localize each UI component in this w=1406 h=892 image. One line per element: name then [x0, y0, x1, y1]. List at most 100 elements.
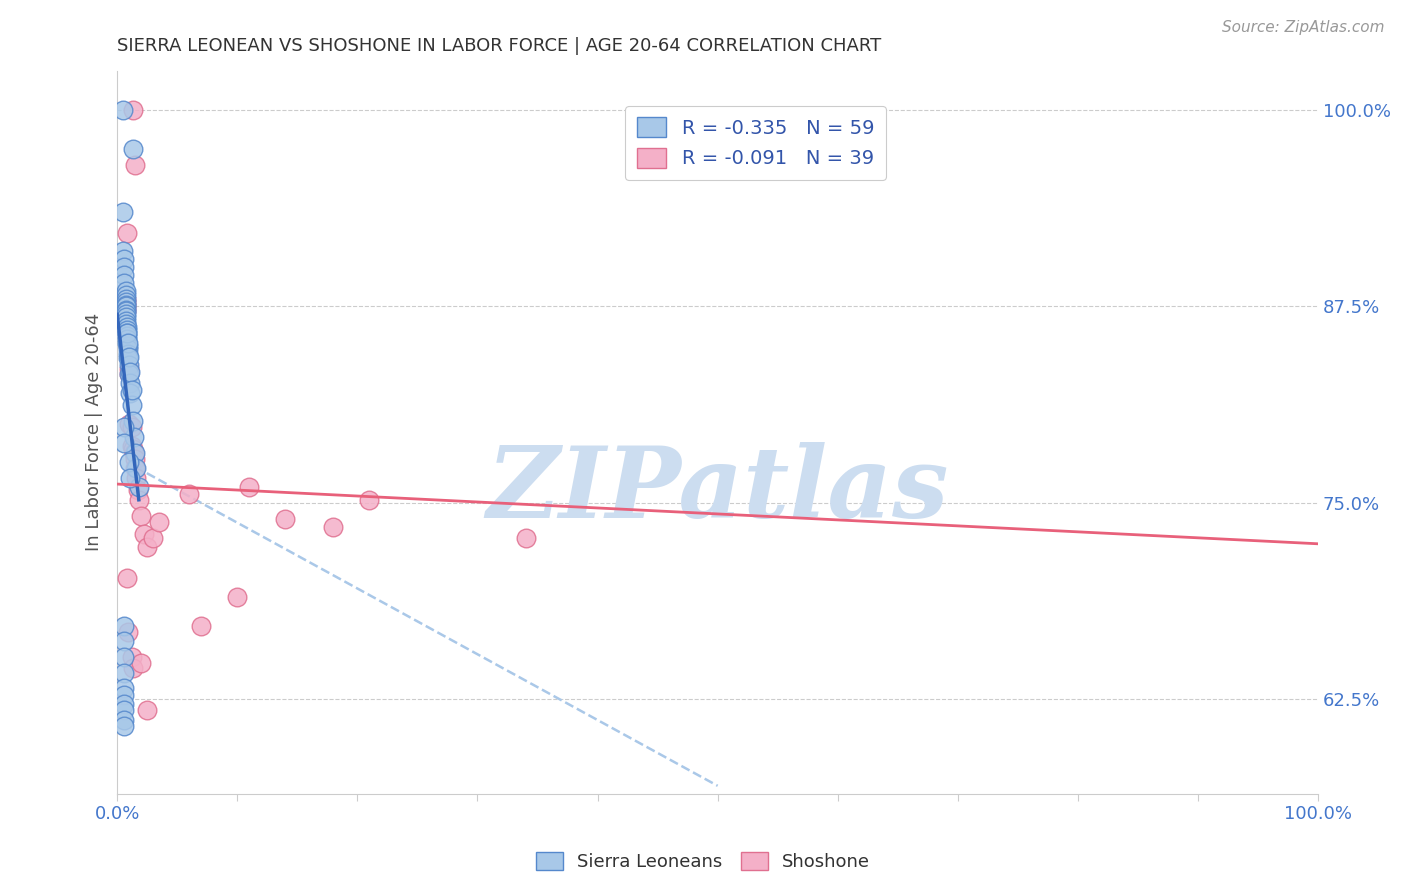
- Point: [115, 333, 138, 347]
- Point: [121, 661, 143, 675]
- Point: [125, 471, 148, 485]
- Point: [121, 439, 143, 453]
- Point: [121, 142, 143, 156]
- Point: [112, 649, 135, 664]
- Point: [120, 376, 142, 391]
- Point: [142, 531, 165, 545]
- Point: [112, 703, 135, 717]
- Point: [114, 310, 136, 325]
- Legend: Sierra Leoneans, Shoshone: Sierra Leoneans, Shoshone: [529, 845, 877, 879]
- Point: [115, 226, 138, 240]
- Point: [114, 317, 136, 331]
- Point: [112, 697, 135, 711]
- Point: [114, 301, 136, 315]
- Point: [114, 284, 136, 298]
- Point: [120, 366, 142, 380]
- Point: [112, 103, 135, 117]
- Point: [115, 319, 138, 334]
- Point: [114, 304, 136, 318]
- Point: [114, 294, 136, 309]
- Point: [117, 342, 139, 356]
- Point: [112, 260, 135, 275]
- Point: [121, 414, 143, 428]
- Point: [118, 367, 141, 381]
- Point: [359, 492, 381, 507]
- Point: [115, 571, 138, 585]
- Point: [127, 483, 149, 498]
- Point: [274, 511, 297, 525]
- Point: [129, 508, 152, 523]
- Point: [114, 313, 136, 327]
- Point: [115, 329, 138, 343]
- Point: [112, 688, 135, 702]
- Point: [114, 292, 136, 306]
- Point: [112, 205, 135, 219]
- Point: [121, 103, 143, 117]
- Point: [322, 519, 344, 533]
- Point: [238, 480, 260, 494]
- Point: [118, 350, 141, 364]
- Point: [515, 531, 537, 545]
- Point: [112, 681, 135, 696]
- Legend: R = -0.335   N = 59, R = -0.091   N = 39: R = -0.335 N = 59, R = -0.091 N = 39: [626, 106, 886, 180]
- Point: [136, 540, 159, 554]
- Point: [129, 657, 152, 671]
- Point: [112, 665, 135, 680]
- Point: [117, 351, 139, 366]
- Y-axis label: In Labor Force | Age 20-64: In Labor Force | Age 20-64: [86, 313, 103, 551]
- Point: [112, 634, 135, 648]
- Point: [112, 713, 135, 727]
- Point: [117, 624, 139, 639]
- Point: [114, 298, 136, 312]
- Point: [118, 358, 141, 372]
- Point: [117, 339, 139, 353]
- Point: [112, 244, 135, 259]
- Point: [128, 492, 150, 507]
- Point: [114, 294, 136, 309]
- Point: [190, 618, 212, 632]
- Point: [124, 451, 146, 466]
- Point: [115, 323, 138, 337]
- Point: [112, 420, 135, 434]
- Point: [179, 486, 201, 500]
- Point: [112, 276, 135, 290]
- Point: [112, 719, 135, 733]
- Point: [124, 158, 146, 172]
- Point: [118, 367, 141, 381]
- Point: [148, 515, 170, 529]
- Point: [114, 304, 136, 318]
- Point: [114, 302, 136, 317]
- Point: [114, 288, 136, 302]
- Point: [122, 445, 145, 459]
- Point: [114, 307, 136, 321]
- Point: [136, 703, 159, 717]
- Point: [114, 292, 136, 306]
- Point: [112, 436, 135, 450]
- Point: [121, 442, 143, 457]
- Point: [122, 430, 145, 444]
- Text: ZIPatlas: ZIPatlas: [486, 442, 949, 538]
- Point: [112, 618, 135, 632]
- Point: [128, 480, 150, 494]
- Point: [118, 455, 141, 469]
- Point: [132, 527, 155, 541]
- Point: [118, 362, 141, 376]
- Point: [115, 326, 138, 341]
- Point: [121, 649, 143, 664]
- Point: [226, 591, 249, 605]
- Point: [114, 300, 136, 314]
- Point: [121, 399, 143, 413]
- Point: [112, 252, 135, 267]
- Point: [114, 298, 136, 312]
- Point: [115, 335, 138, 350]
- Text: SIERRA LEONEAN VS SHOSHONE IN LABOR FORCE | AGE 20-64 CORRELATION CHART: SIERRA LEONEAN VS SHOSHONE IN LABOR FORC…: [117, 37, 882, 55]
- Point: [112, 268, 135, 282]
- Point: [121, 383, 143, 397]
- Point: [125, 461, 148, 475]
- Point: [124, 445, 146, 459]
- Point: [117, 335, 139, 350]
- Point: [120, 471, 142, 485]
- Point: [115, 326, 138, 341]
- Point: [121, 420, 143, 434]
- Text: Source: ZipAtlas.com: Source: ZipAtlas.com: [1222, 20, 1385, 35]
